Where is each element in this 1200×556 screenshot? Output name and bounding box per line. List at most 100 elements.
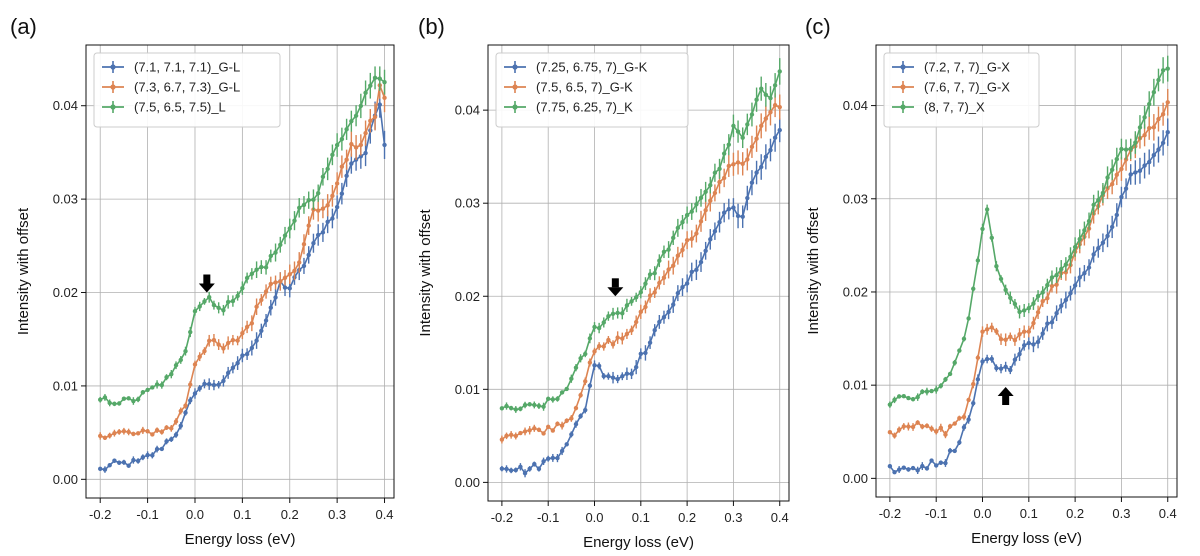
data-point	[301, 242, 307, 247]
data-point	[666, 309, 671, 315]
data-point	[135, 458, 141, 464]
data-point	[216, 305, 221, 311]
x-tick-label: 0.3	[1112, 506, 1130, 521]
data-point	[135, 431, 141, 436]
data-point	[1021, 308, 1027, 313]
data-point	[731, 205, 736, 210]
data-point	[564, 418, 569, 423]
data-point	[555, 455, 560, 461]
data-point	[578, 392, 583, 398]
x-tick-label: 0.3	[724, 510, 742, 525]
data-point	[943, 460, 948, 466]
data-point	[559, 423, 565, 428]
data-point	[735, 129, 741, 134]
annotation-arrow	[198, 274, 215, 293]
data-point	[287, 286, 292, 291]
data-point	[938, 425, 944, 431]
data-point	[306, 223, 311, 228]
data-point	[183, 410, 188, 415]
data-point	[268, 253, 273, 259]
data-point	[924, 389, 930, 394]
data-point	[112, 430, 117, 436]
data-point	[754, 170, 759, 175]
data-point	[145, 387, 150, 393]
data-point	[240, 285, 245, 291]
data-point	[178, 423, 183, 428]
data-point	[527, 428, 532, 433]
data-point	[282, 285, 288, 290]
y-tick-label: 0.03	[455, 196, 480, 211]
legend-item: (7.5, 6.5, 7)_G-K	[504, 80, 633, 95]
data-point	[192, 309, 198, 314]
data-point	[652, 290, 657, 295]
data-point	[518, 464, 523, 469]
data-point	[1123, 186, 1129, 191]
data-point	[527, 402, 532, 407]
data-point	[320, 174, 326, 179]
panel-c: (c) -0.2 -0.1 0.0 0.1 0.2 0.3 0.4 0.00 0.01 0.02 0.…	[805, 14, 1178, 547]
data-point	[984, 356, 990, 362]
data-point	[583, 351, 588, 357]
data-point	[116, 429, 122, 435]
data-point	[330, 152, 335, 158]
data-point	[349, 118, 354, 124]
data-point	[102, 435, 108, 441]
data-point	[207, 381, 212, 387]
data-point	[1026, 329, 1032, 334]
data-point	[998, 366, 1004, 371]
data-point	[901, 393, 906, 399]
data-point	[726, 142, 731, 147]
data-point	[777, 69, 782, 74]
panel-a: (a) -0.2 -0.1 0.0 0.1 0.2 0.3 0.4 0.00 0.01 0.02 0.…	[10, 14, 395, 548]
data-point	[578, 356, 583, 361]
data-point	[102, 395, 108, 400]
data-point	[717, 219, 722, 225]
data-point	[499, 466, 505, 471]
data-point	[1142, 133, 1147, 138]
data-point	[1128, 146, 1133, 152]
data-point	[1017, 332, 1022, 337]
data-point	[1096, 197, 1101, 203]
data-point	[610, 311, 616, 316]
data-point	[235, 338, 240, 343]
y-tick-label: 0.02	[53, 285, 78, 300]
data-point	[629, 371, 634, 377]
data-point	[1012, 357, 1018, 362]
data-point	[1035, 293, 1041, 299]
data-point	[1151, 152, 1157, 158]
data-point	[513, 407, 518, 412]
data-point	[772, 83, 778, 88]
data-point	[924, 423, 930, 428]
data-point	[763, 154, 769, 160]
data-point	[1063, 270, 1069, 275]
data-point	[126, 463, 131, 468]
data-point	[297, 205, 302, 211]
data-point	[216, 342, 221, 347]
x-tick-label: 0.4	[1159, 506, 1177, 521]
legend-label: (7.5, 6.5, 7.5)_L	[134, 100, 226, 115]
data-point	[1119, 146, 1124, 152]
data-point	[1151, 125, 1157, 130]
data-point	[1137, 125, 1143, 130]
data-point	[192, 362, 198, 367]
data-point	[731, 162, 736, 167]
data-point	[994, 365, 999, 371]
data-point	[1142, 115, 1147, 120]
data-point	[334, 181, 340, 186]
data-point	[772, 102, 778, 108]
legend-label: (7.1, 7.1, 7.1)_G-L	[134, 60, 240, 75]
data-point	[1054, 282, 1059, 287]
data-point	[169, 426, 174, 431]
data-point	[984, 207, 990, 212]
data-point	[759, 86, 764, 91]
data-point	[173, 419, 179, 424]
data-point	[536, 403, 542, 409]
data-point	[1123, 147, 1129, 152]
data-point	[971, 381, 976, 387]
data-point	[532, 402, 537, 408]
data-point	[140, 455, 146, 460]
data-point	[1026, 340, 1032, 346]
data-point	[1151, 90, 1157, 95]
data-point	[173, 432, 179, 437]
data-point	[1008, 295, 1013, 300]
